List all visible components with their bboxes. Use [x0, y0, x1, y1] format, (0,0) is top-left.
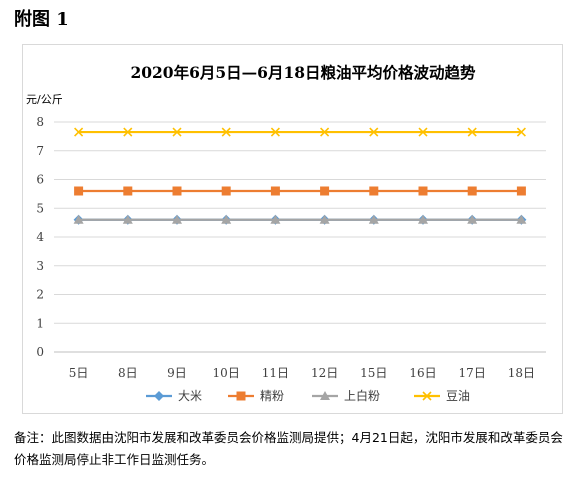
x-tick-label: 5日: [69, 366, 89, 380]
data-point: [369, 127, 379, 137]
legend-marker: [236, 391, 246, 401]
data-point: [467, 214, 478, 224]
data-point: [516, 127, 526, 137]
series-4: [74, 127, 526, 137]
y-tick-label: 2: [36, 288, 44, 302]
legend-item: 大米: [146, 389, 202, 403]
x-tick-label: 11日: [262, 366, 289, 380]
data-point: [221, 214, 232, 224]
y-tick-label: 6: [36, 173, 44, 187]
x-tick-label: 10日: [213, 366, 240, 380]
data-point: [516, 186, 526, 196]
data-point: [122, 214, 133, 224]
data-point: [368, 214, 379, 224]
figure-label: 附图 1: [14, 9, 69, 30]
data-point: [320, 127, 330, 137]
x-tick-label: 18日: [508, 366, 535, 380]
legend-label: 大米: [178, 389, 202, 403]
data-point: [418, 214, 428, 224]
x-tick-label: 9日: [167, 366, 187, 380]
footnote: 备注：此图数据由沈阳市发展和改革委员会价格监测局提供；4月21日起，沈阳市发展和…: [14, 430, 563, 467]
data-point: [221, 186, 231, 196]
legend-item: 精粉: [228, 389, 284, 403]
y-tick-label: 5: [36, 201, 44, 215]
data-point: [320, 186, 330, 196]
data-point: [369, 186, 379, 196]
x-tick-label: 15日: [360, 366, 387, 380]
legend-marker: [154, 391, 164, 401]
data-point: [74, 186, 84, 196]
data-point: [123, 186, 133, 196]
data-point: [73, 214, 84, 224]
legend-marker: [422, 391, 432, 401]
chart-title: 2020年6月5日—6月18日粮油平均价格波动趋势: [130, 63, 476, 82]
legend-label: 豆油: [446, 389, 470, 403]
x-tick-label: 16日: [409, 366, 436, 380]
x-tick-label: 8日: [118, 366, 138, 380]
y-tick-label: 8: [36, 115, 44, 129]
y-tick-label: 0: [36, 345, 44, 359]
x-tick-label: 12日: [311, 366, 338, 380]
series-2: [74, 186, 526, 196]
y-tick-label: 7: [36, 144, 44, 158]
data-point: [270, 127, 280, 137]
data-point: [270, 214, 281, 224]
legend-marker: [320, 391, 330, 400]
y-axis-unit: 元/公斤: [26, 93, 63, 106]
data-point: [467, 186, 477, 196]
data-point: [516, 214, 527, 224]
legend-item: 上白粉: [312, 388, 380, 403]
data-point: [418, 186, 428, 196]
series-3: [73, 214, 527, 224]
y-tick-label: 3: [36, 259, 44, 273]
legend-label: 上白粉: [344, 388, 380, 403]
data-point: [270, 186, 280, 196]
y-tick-label: 1: [36, 316, 44, 330]
data-point: [172, 127, 182, 137]
y-tick-label: 4: [36, 230, 44, 244]
legend-label: 精粉: [260, 389, 284, 403]
data-point: [221, 127, 231, 137]
x-tick-label: 17日: [459, 366, 486, 380]
data-point: [172, 214, 182, 224]
data-point: [172, 186, 182, 196]
data-point: [418, 127, 428, 137]
data-point: [319, 214, 330, 224]
price-trend-chart: 2020年6月5日—6月18日粮油平均价格波动趋势 元/公斤 0 1 2 3 4 5 6 7 8…: [26, 63, 546, 403]
data-point: [467, 127, 477, 137]
data-point: [74, 127, 84, 137]
legend-item: 豆油: [414, 389, 470, 403]
data-point: [123, 127, 133, 137]
